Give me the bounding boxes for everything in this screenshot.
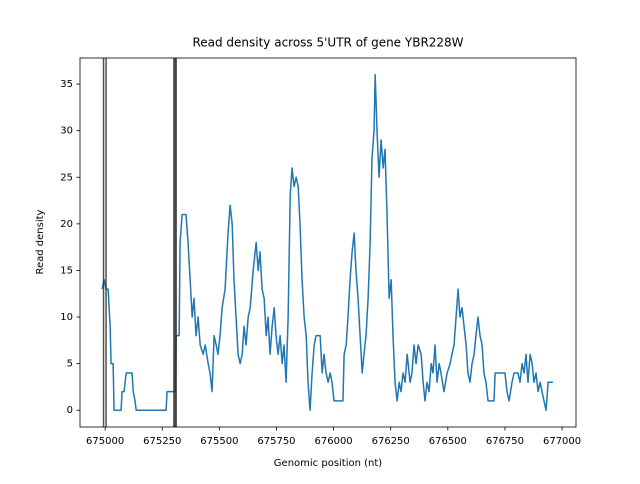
x-tick-label: 676000 xyxy=(315,436,353,447)
y-tick-label: 20 xyxy=(60,219,73,230)
data-line xyxy=(101,74,553,411)
y-axis-label: Read density xyxy=(35,209,46,274)
y-tick-label: 15 xyxy=(60,265,73,276)
chart-title: Read density across 5'UTR of gene YBR228… xyxy=(192,36,463,50)
x-tick-label: 675500 xyxy=(200,436,238,447)
plot-frame xyxy=(79,57,577,428)
x-tick-label: 675250 xyxy=(143,436,181,447)
y-tick-label: 25 xyxy=(60,172,73,183)
x-tick-label: 676250 xyxy=(372,436,410,447)
x-tick-label: 676500 xyxy=(429,436,467,447)
x-tick-label: 675750 xyxy=(257,436,295,447)
x-axis-label: Genomic position (nt) xyxy=(274,458,383,469)
y-tick-label: 30 xyxy=(60,126,73,137)
y-tick-label: 35 xyxy=(60,79,73,90)
y-tick-label: 0 xyxy=(67,405,73,416)
y-tick-label: 10 xyxy=(60,312,73,323)
x-tick-label: 677000 xyxy=(543,436,581,447)
x-tick-label: 676750 xyxy=(486,436,524,447)
x-tick-label: 675000 xyxy=(86,436,124,447)
y-tick-label: 5 xyxy=(67,359,73,370)
